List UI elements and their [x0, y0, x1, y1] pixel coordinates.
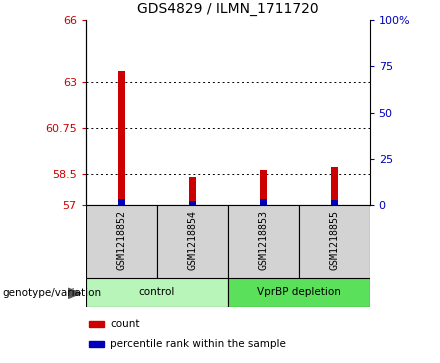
FancyBboxPatch shape — [299, 205, 370, 278]
FancyBboxPatch shape — [86, 278, 228, 307]
Polygon shape — [68, 288, 81, 298]
FancyBboxPatch shape — [157, 205, 228, 278]
Text: control: control — [139, 287, 175, 297]
Title: GDS4829 / ILMN_1711720: GDS4829 / ILMN_1711720 — [137, 2, 319, 16]
Bar — [189, 201, 196, 205]
FancyBboxPatch shape — [228, 205, 299, 278]
Bar — [88, 321, 104, 327]
Bar — [118, 71, 125, 205]
Text: genotype/variation: genotype/variation — [2, 288, 101, 298]
Text: GSM1218854: GSM1218854 — [187, 210, 197, 270]
Text: GSM1218852: GSM1218852 — [116, 210, 126, 270]
Text: percentile rank within the sample: percentile rank within the sample — [110, 339, 286, 349]
Bar — [330, 167, 337, 205]
Bar — [260, 170, 267, 205]
Bar — [330, 200, 337, 205]
FancyBboxPatch shape — [86, 205, 157, 278]
Bar — [88, 341, 104, 347]
FancyBboxPatch shape — [228, 278, 370, 307]
Bar — [260, 199, 267, 205]
Text: count: count — [110, 319, 139, 329]
Bar — [189, 177, 196, 205]
Text: GSM1218855: GSM1218855 — [329, 210, 339, 270]
Bar — [118, 199, 125, 205]
Text: VprBP depletion: VprBP depletion — [257, 287, 341, 297]
Text: GSM1218853: GSM1218853 — [258, 210, 268, 270]
